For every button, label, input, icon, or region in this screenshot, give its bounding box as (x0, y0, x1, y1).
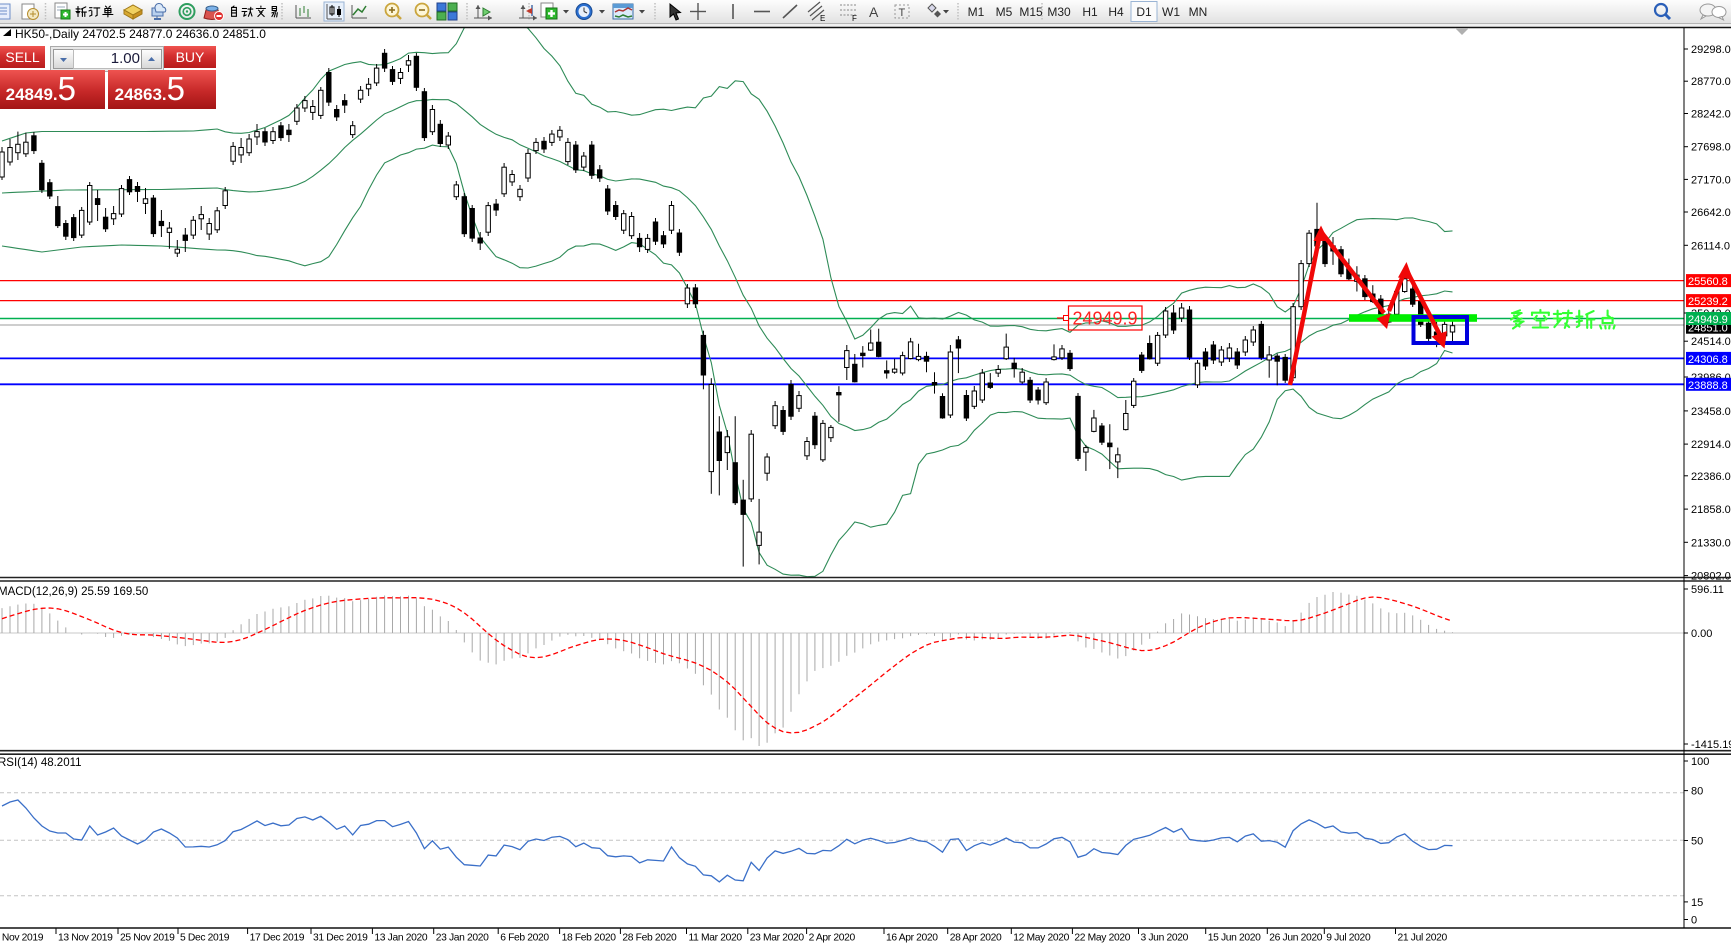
svg-text:3 Jun 2020: 3 Jun 2020 (1141, 933, 1189, 944)
svg-text:28 Feb 2020: 28 Feb 2020 (622, 933, 677, 944)
svg-text:A: A (869, 4, 879, 20)
svg-text:28 Apr 2020: 28 Apr 2020 (950, 933, 1002, 944)
svg-text:11 Mar 2020: 11 Mar 2020 (689, 933, 743, 944)
svg-text:29298.0: 29298.0 (1691, 44, 1731, 56)
svg-text:23888.8: 23888.8 (1688, 380, 1728, 392)
svg-text:21858.0: 21858.0 (1691, 504, 1731, 516)
svg-text:21 Jul 2020: 21 Jul 2020 (1398, 933, 1448, 944)
svg-text:W1: W1 (1162, 5, 1180, 19)
svg-text:H4: H4 (1108, 5, 1124, 19)
svg-text:-1415.19: -1415.19 (1691, 739, 1731, 751)
svg-text:9 Jul 2020: 9 Jul 2020 (1326, 933, 1371, 944)
svg-text:22386.0: 22386.0 (1691, 471, 1731, 483)
svg-text:24306.8: 24306.8 (1688, 354, 1728, 366)
svg-text:F: F (852, 14, 857, 23)
svg-text:H1: H1 (1082, 5, 1098, 19)
svg-text:M15: M15 (1019, 5, 1043, 19)
svg-text:5 Nov 2019: 5 Nov 2019 (0, 933, 44, 944)
svg-text:HK50-,Daily 24702.5 24877.0 2: HK50-,Daily 24702.5 24877.0 24636.0 2485… (15, 27, 266, 41)
svg-text:15: 15 (1691, 897, 1703, 909)
svg-text:22 May 2020: 22 May 2020 (1074, 933, 1130, 944)
svg-text:596.11: 596.11 (1691, 584, 1724, 596)
svg-text:M5: M5 (996, 5, 1013, 19)
svg-text:31 Dec 2019: 31 Dec 2019 (313, 933, 368, 944)
svg-text:MN: MN (1189, 5, 1208, 19)
svg-text:24949.9: 24949.9 (1072, 309, 1137, 329)
svg-text:23 Mar 2020: 23 Mar 2020 (750, 933, 805, 944)
svg-text:25560.8: 25560.8 (1688, 276, 1728, 288)
svg-text:13 Nov 2019: 13 Nov 2019 (58, 933, 113, 944)
svg-text:E: E (820, 14, 825, 23)
svg-text:24949.9: 24949.9 (1688, 314, 1728, 326)
svg-text:2 Apr 2020: 2 Apr 2020 (809, 933, 856, 944)
svg-text:27698.0: 27698.0 (1691, 142, 1731, 154)
svg-text:0.00: 0.00 (1691, 628, 1712, 640)
svg-text:18 Feb 2020: 18 Feb 2020 (562, 933, 617, 944)
svg-text:26642.0: 26642.0 (1691, 207, 1731, 219)
svg-text:25239.2: 25239.2 (1688, 296, 1728, 308)
svg-text:D1: D1 (1136, 5, 1152, 19)
svg-text:23 Jan 2020: 23 Jan 2020 (436, 933, 489, 944)
svg-text:25 Nov 2019: 25 Nov 2019 (120, 933, 175, 944)
svg-text:MACD(12,26,9) 25.59 169.50: MACD(12,26,9) 25.59 169.50 (0, 586, 148, 598)
svg-text:0: 0 (1691, 915, 1697, 927)
svg-text:20802.0: 20802.0 (1691, 571, 1731, 583)
svg-text:21330.0: 21330.0 (1691, 537, 1731, 549)
svg-text:100: 100 (1691, 756, 1709, 768)
svg-text:24851.0: 24851.0 (1688, 323, 1728, 335)
svg-text:5 Dec 2019: 5 Dec 2019 (180, 933, 230, 944)
svg-text:T: T (899, 7, 906, 19)
svg-text:6 Feb 2020: 6 Feb 2020 (500, 933, 549, 944)
svg-text:17 Dec 2019: 17 Dec 2019 (250, 933, 305, 944)
svg-text:80: 80 (1691, 786, 1703, 798)
svg-text:26 Jun 2020: 26 Jun 2020 (1269, 933, 1322, 944)
svg-text:M30: M30 (1047, 5, 1071, 19)
svg-text:28770.0: 28770.0 (1691, 76, 1731, 88)
svg-text:24514.0: 24514.0 (1691, 336, 1731, 348)
svg-text:RSI(14) 48.2011: RSI(14) 48.2011 (0, 757, 82, 769)
svg-text:M1: M1 (968, 5, 985, 19)
svg-text:12 May 2020: 12 May 2020 (1013, 933, 1069, 944)
svg-text:15 Jun 2020: 15 Jun 2020 (1208, 933, 1261, 944)
svg-text:23458.0: 23458.0 (1691, 406, 1731, 418)
svg-text:27170.0: 27170.0 (1691, 174, 1731, 186)
svg-text:26114.0: 26114.0 (1691, 240, 1730, 252)
svg-text:50: 50 (1691, 836, 1703, 848)
svg-text:22914.0: 22914.0 (1691, 439, 1731, 451)
svg-text:16 Apr 2020: 16 Apr 2020 (886, 933, 938, 944)
svg-text:13 Jan 2020: 13 Jan 2020 (374, 933, 427, 944)
svg-text:28242.0: 28242.0 (1691, 109, 1731, 121)
